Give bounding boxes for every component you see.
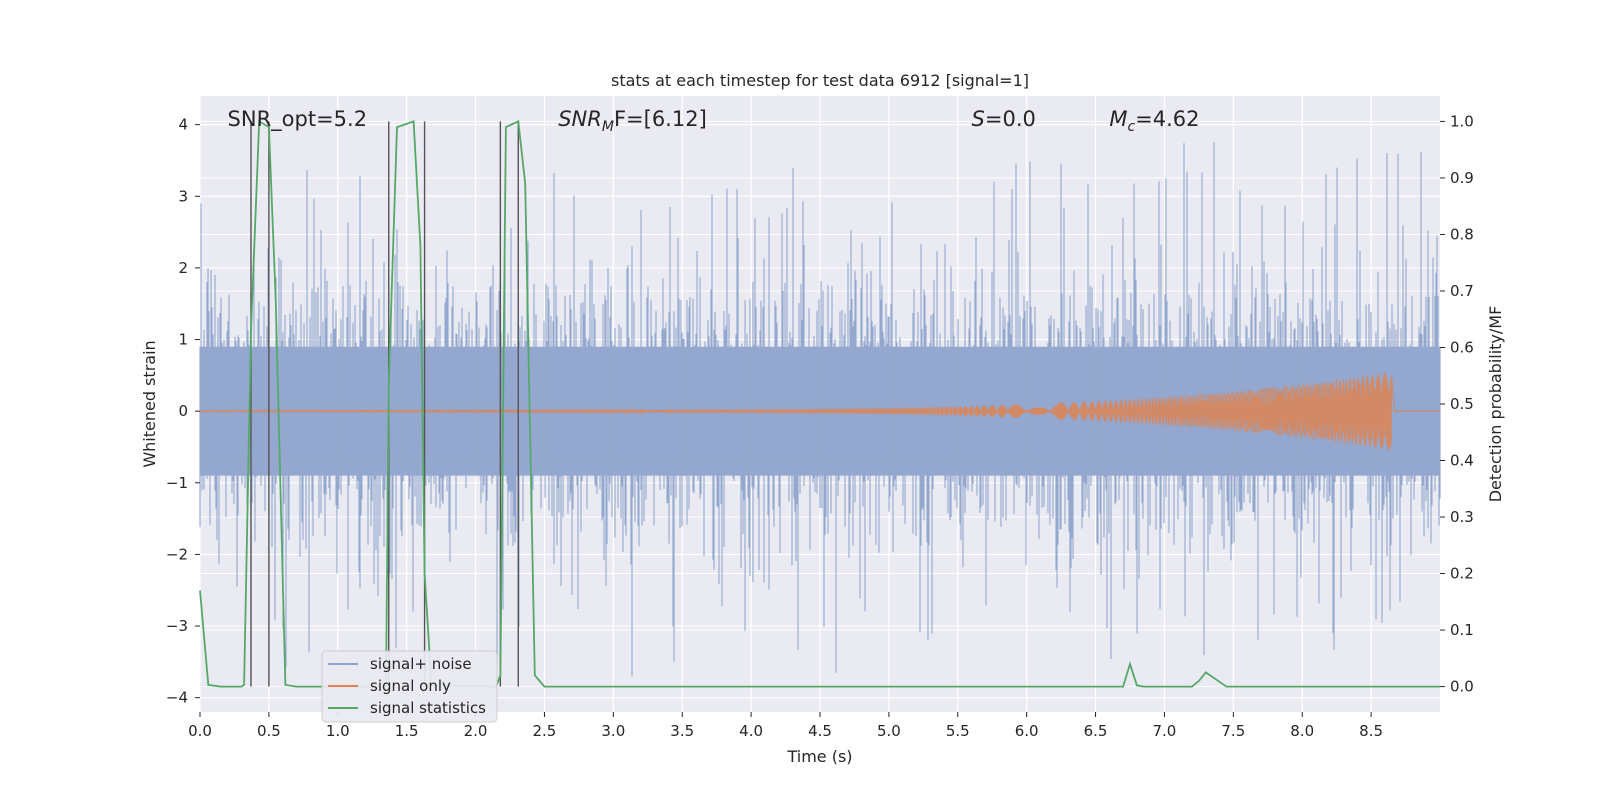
y2-tick-label: 0.8 — [1450, 225, 1474, 243]
legend: signal+ noise signal only signal statistic… — [321, 650, 498, 723]
legend-label: signal only — [370, 677, 451, 695]
x-tick-label: 3.0 — [601, 722, 625, 740]
x-tick-label: 2.5 — [533, 722, 557, 740]
legend-label: signal+ noise — [370, 655, 472, 673]
x-tick-label: 0.0 — [188, 722, 212, 740]
signal-statistics-series — [199, 119, 1440, 688]
x-tick-label: 1.5 — [395, 722, 419, 740]
y2-tick-label: 1.0 — [1450, 112, 1474, 130]
x-tick-label: 4.5 — [808, 722, 832, 740]
x-tick-label: 7.0 — [1153, 722, 1177, 740]
y2-tick-label: 0.4 — [1450, 452, 1474, 470]
x-tick-label: 8.5 — [1359, 722, 1383, 740]
y2-tick-label: 0.3 — [1450, 508, 1474, 526]
axis-ticks: 0.0 0.5 1.0 1.5 2.0 2.5 3.0 3.5 4.0 4.5 5.0 5.5 6.0 6… — [166, 112, 1474, 740]
x-tick-label: 4.0 — [739, 722, 763, 740]
y-axis-label: Whitened strain — [140, 340, 159, 467]
y2-tick-label: 0.7 — [1450, 282, 1474, 300]
y-tick-label: 4 — [178, 116, 188, 134]
x-tick-label: 6.0 — [1015, 722, 1039, 740]
y-tick-label: 3 — [178, 187, 188, 205]
annotation-mc-value: Mc=4.62 — [1109, 107, 1199, 135]
signal-only-trace — [199, 373, 1440, 451]
x-tick-label: 5.0 — [877, 722, 901, 740]
y-tick-label: −3 — [166, 617, 188, 635]
x-tick-label: 1.0 — [326, 722, 350, 740]
x-tick-label: 7.5 — [1221, 722, 1245, 740]
y-tick-label: −4 — [166, 689, 188, 707]
y2-tick-label: 0.0 — [1450, 678, 1474, 696]
y2-tick-label: 0.9 — [1450, 169, 1474, 187]
x-tick-label: 0.5 — [257, 722, 281, 740]
y2-axis-label: Detection probability/MF — [1486, 306, 1505, 503]
y-tick-label: −2 — [166, 545, 188, 563]
y2-tick-label: 0.2 — [1450, 565, 1474, 583]
signal-only-series — [199, 373, 1440, 451]
x-axis-label: Time (s) — [786, 747, 852, 766]
signal-statistics-trace — [199, 119, 1440, 688]
y-tick-label: 0 — [178, 402, 188, 420]
y2-tick-label: 0.6 — [1450, 338, 1474, 356]
annotation-snr-mf: SNRMF=[6.12] — [558, 107, 707, 135]
legend-label: signal statistics — [370, 699, 486, 717]
x-tick-label: 5.5 — [946, 722, 970, 740]
legend-box — [321, 650, 498, 723]
x-tick-label: 8.0 — [1290, 722, 1314, 740]
x-tick-label: 2.0 — [464, 722, 488, 740]
x-tick-label: 6.5 — [1084, 722, 1108, 740]
y-tick-label: 2 — [178, 259, 188, 277]
annotation-s-value: S=0.0 — [972, 107, 1036, 131]
y-tick-label: −1 — [166, 474, 188, 492]
y-tick-label: 1 — [178, 331, 188, 349]
chart-title: stats at each timestep for test data 691… — [611, 71, 1029, 90]
x-tick-label: 3.5 — [670, 722, 694, 740]
y2-tick-label: 0.1 — [1450, 621, 1474, 639]
y2-tick-label: 0.5 — [1450, 395, 1474, 413]
annotations: SNR_opt=5.2 SNRMF=[6.12] S=0.0 Mc=4.62 — [228, 107, 1200, 135]
annotation-snr-opt: SNR_opt=5.2 — [228, 107, 368, 132]
